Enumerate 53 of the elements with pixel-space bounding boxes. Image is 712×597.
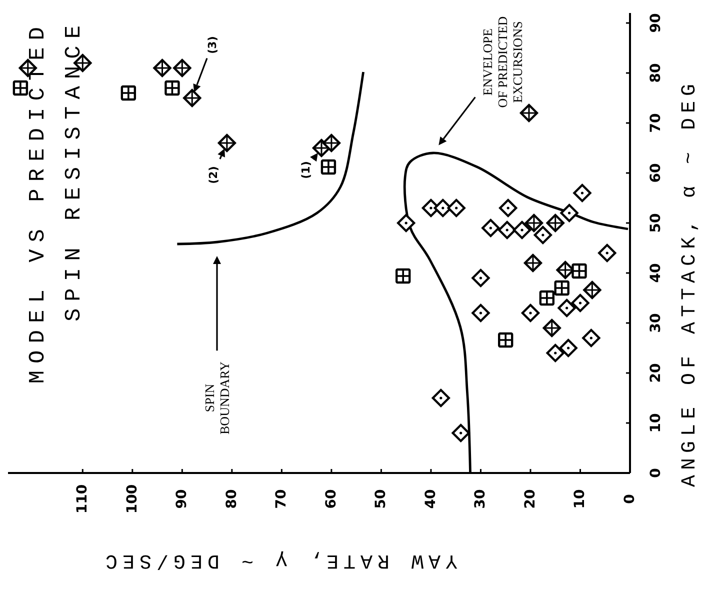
x-axis-title: YAW RATE, γ ~ DEG/SEC [100,548,458,572]
x-tick-label: 40 [422,489,439,509]
annotation: (1) [299,161,312,179]
x-tick-label: 90 [174,489,190,509]
point [434,198,452,218]
point [598,244,616,262]
x-tick-label: 100 [124,484,140,514]
y-tick-label: 40 [648,263,664,283]
y-tick-label: 90 [648,13,664,33]
x-tick-label: 30 [472,489,489,509]
point [558,298,576,318]
y-tick-label: 80 [648,63,664,83]
y-tick-label: 50 [648,213,664,233]
x-tick-label: 110 [74,484,91,514]
point [559,338,578,358]
point [573,184,592,202]
point [582,328,600,348]
x-tick-label: 80 [224,489,240,509]
point [521,304,540,322]
y-axis-title: ANGLE OF ATTACK, α ~ DEG [678,78,702,488]
annotation: SPIN BOUNDARY [202,360,232,434]
y-tick-label: 10 [648,413,664,433]
annotation: ENVELOPE OF PREDICTED EXCURSIONS [480,16,525,108]
point [432,388,450,408]
x-tick-label: 20 [522,489,538,509]
y-tick-label: 0 [648,468,664,478]
point [512,220,532,240]
point [396,214,416,232]
point [447,198,466,218]
point [482,218,500,238]
x-tick-label: 50 [373,489,390,509]
point [560,204,578,222]
point [546,344,564,362]
line-series [176,70,364,246]
text: MODEL VS PREDICTED [26,20,50,384]
x-tick-label: 70 [274,489,290,509]
x-tick-label: 60 [323,489,340,509]
point [534,226,552,244]
x-tick-label: 0 [622,494,638,504]
point [571,294,590,312]
x-tick-label: 10 [572,489,588,509]
y-tick-label: 70 [648,113,664,133]
point [472,304,490,322]
annotation: (3) [206,36,219,54]
point [498,220,516,240]
point [452,424,470,442]
point [472,268,490,288]
text: SPIN RESISTANCE [62,18,86,322]
y-tick-label: 30 [648,313,664,333]
point [498,198,518,218]
y-tick-label: 60 [648,163,664,183]
annotation: (2) [206,166,220,184]
y-tick-label: 20 [648,363,664,383]
